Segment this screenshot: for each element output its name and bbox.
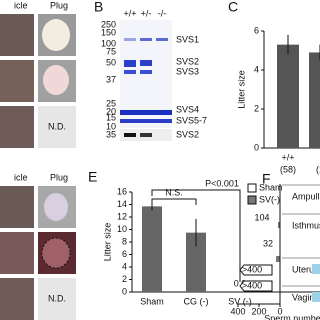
legend-swatch	[247, 195, 257, 205]
bracket	[151, 198, 197, 205]
genotype: +/-	[141, 8, 152, 18]
header: icle	[14, 172, 28, 182]
marker: 250	[101, 19, 116, 29]
x-axis-label: Sperm number	[264, 313, 320, 320]
x-tick-label: 0	[277, 306, 282, 316]
header: Plug	[50, 172, 68, 182]
x-tick-label: SV (-)	[228, 296, 252, 306]
y-tick-label: 6	[122, 249, 127, 259]
marker: 100	[101, 38, 116, 48]
marker: 75	[106, 46, 116, 56]
genotype: +/+	[123, 8, 136, 18]
annotation: N.S.	[165, 187, 183, 197]
y-tick-label: 2	[122, 274, 127, 284]
panel-label: F	[262, 171, 271, 187]
bar	[312, 292, 320, 302]
category-label: Isthmus	[292, 220, 320, 230]
bar	[277, 44, 299, 148]
panel-label: B	[94, 0, 103, 15]
bar	[309, 52, 320, 149]
band-label: SVS3	[176, 66, 199, 76]
x-tick-label: CG (-)	[184, 296, 209, 306]
marker: 35	[106, 129, 116, 139]
x-tick-label: 400	[230, 306, 245, 316]
category-label: Ampulla	[292, 191, 320, 201]
photos-a	[0, 14, 76, 148]
y-axis-label: Litter size	[236, 70, 246, 109]
bar	[276, 256, 280, 262]
annotation: 32	[263, 238, 273, 248]
nd-label: N.D.	[48, 121, 66, 131]
legend-label: SV(-)	[259, 194, 280, 204]
band-label: SVS2	[176, 56, 199, 66]
x-tick-label: Sham	[140, 296, 164, 306]
marker: 37	[106, 74, 116, 84]
annotation: P<0.001	[205, 178, 239, 188]
marker: 50	[106, 57, 116, 67]
header: icle	[14, 0, 28, 10]
y-tick-label: 4	[122, 261, 127, 271]
y-tick-label: 2	[254, 103, 259, 113]
category-label: Uterus	[292, 264, 319, 274]
y-tick-label: 6	[254, 25, 259, 35]
bar	[312, 264, 320, 274]
marker: 150	[101, 27, 116, 37]
arrow	[239, 280, 273, 292]
header: Plug	[50, 0, 68, 10]
y-tick-label: 14	[117, 199, 127, 209]
y-tick-label: 12	[117, 211, 127, 221]
x-tick-label: 200	[251, 306, 266, 316]
annotation: >400	[242, 264, 262, 274]
marker: 10	[106, 121, 116, 131]
bracket	[151, 189, 241, 282]
band-label: SVS1	[176, 34, 199, 44]
marker: 25	[106, 98, 116, 108]
band-label: SVS4	[176, 104, 199, 114]
bar	[278, 222, 280, 228]
nd-label: N.D.	[48, 293, 66, 303]
photos-d	[0, 186, 76, 320]
y-axis-label: Litter size	[102, 223, 112, 262]
category-note: (1	[316, 164, 320, 174]
panel-label: C	[228, 0, 238, 15]
y-tick-label: 4	[254, 64, 259, 74]
bar	[142, 206, 162, 292]
annotation: >400	[242, 280, 262, 290]
y-tick-label: 0	[254, 142, 259, 152]
y-tick-label: 16	[117, 186, 127, 196]
bar	[186, 232, 206, 292]
genotype: -/-	[158, 8, 167, 18]
y-tick-label: 8	[122, 236, 127, 246]
y-tick-label: 0	[122, 286, 127, 296]
annotation: 104	[254, 212, 269, 222]
arrow	[239, 264, 273, 276]
marker: 15	[106, 112, 116, 122]
x-tick-label: +/+	[281, 152, 294, 162]
legend-swatch	[247, 183, 257, 193]
value-label: 0.0	[234, 278, 247, 288]
band-label: SVS2	[176, 129, 199, 139]
band-label: SVS5-7	[176, 115, 207, 125]
y-tick-label: 10	[117, 224, 127, 234]
marker: 20	[106, 106, 116, 116]
panel-label: E	[88, 169, 97, 185]
legend-label: Sham	[259, 182, 283, 192]
gel	[120, 20, 172, 141]
category-label: Vagina	[292, 292, 319, 302]
category-note: (58)	[280, 164, 296, 174]
